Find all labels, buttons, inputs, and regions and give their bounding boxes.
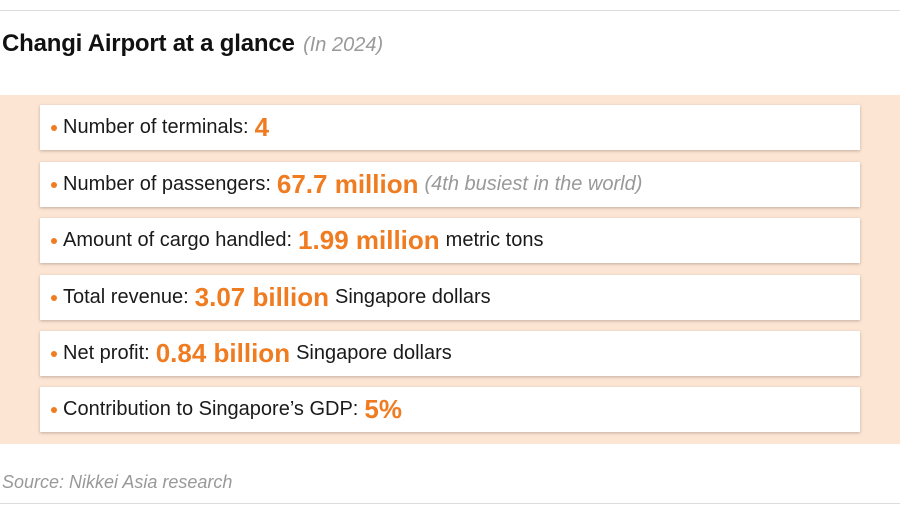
- header: Changi Airport at a glance (In 2024): [2, 30, 383, 58]
- chart-title: Changi Airport at a glance: [2, 30, 295, 57]
- chart-subtitle: (In 2024): [303, 34, 384, 56]
- fact-value: 1.99 million: [298, 225, 440, 255]
- fact-value: 3.07 billion: [194, 282, 330, 312]
- source-note: Source: Nikkei Asia research: [2, 472, 233, 492]
- fact-label: Amount of cargo handled:: [63, 229, 293, 251]
- top-divider: [0, 10, 900, 11]
- fact-label: Total revenue:: [63, 286, 189, 308]
- fact-unit: Singapore dollars: [335, 286, 491, 308]
- fact-label: Net profit:: [63, 342, 150, 364]
- fact-value: 4: [254, 112, 270, 142]
- fact-label: Number of passengers:: [63, 173, 271, 195]
- fact-value: 67.7 million: [276, 169, 419, 199]
- fact-card-cargo: Amount of cargo handled: 1.99 million me…: [40, 218, 860, 263]
- facts-panel: Number of terminals: 4 Number of passeng…: [0, 95, 900, 444]
- fact-card-net-profit: Net profit: 0.84 billion Singapore dolla…: [40, 331, 860, 376]
- fact-label: Contribution to Singapore’s GDP:: [63, 398, 359, 420]
- fact-card-terminals: Number of terminals: 4: [40, 105, 860, 150]
- fact-unit: Singapore dollars: [296, 342, 452, 364]
- bullet-icon: [51, 124, 57, 131]
- bullet-icon: [51, 237, 57, 244]
- fact-value: 5%: [364, 394, 402, 424]
- fact-label: Number of terminals:: [63, 116, 249, 138]
- fact-card-gdp: Contribution to Singapore’s GDP: 5%: [40, 387, 860, 432]
- bullet-icon: [51, 406, 57, 413]
- fact-note: (4th busiest in the world): [424, 173, 643, 195]
- bullet-icon: [51, 181, 57, 188]
- bullet-icon: [51, 294, 57, 301]
- bullet-icon: [51, 350, 57, 357]
- fact-value: 0.84 billion: [155, 338, 291, 368]
- fact-unit: metric tons: [445, 229, 544, 251]
- bottom-divider: [0, 503, 900, 504]
- fact-card-revenue: Total revenue: 3.07 billion Singapore do…: [40, 275, 860, 320]
- fact-card-passengers: Number of passengers: 67.7 million (4th …: [40, 162, 860, 207]
